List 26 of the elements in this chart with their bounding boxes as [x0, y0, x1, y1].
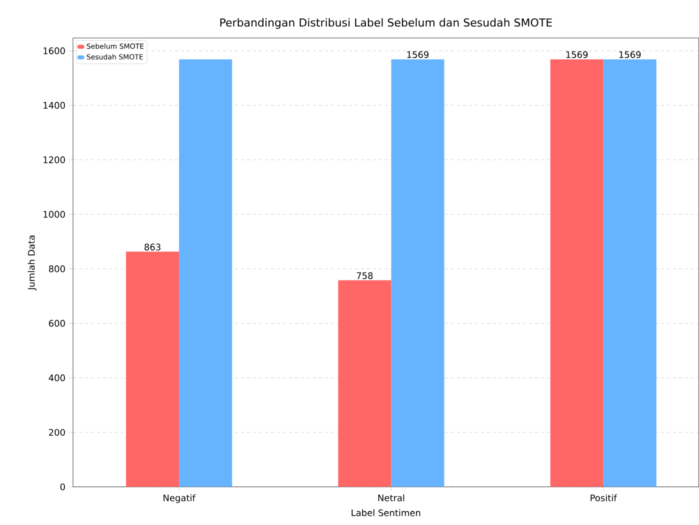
- y-tick-label: 1000: [44, 210, 65, 218]
- data-label: 1569: [566, 51, 588, 58]
- y-tick-label: 800: [48, 266, 65, 272]
- y-tick-label: 1200: [44, 156, 65, 164]
- x-axis-title: Label Sentimen: [352, 509, 420, 516]
- bar: [338, 280, 392, 487]
- chart-title: Perbandingan Distribusi Label Sebelum dan Sesudah SMOTE: [220, 18, 552, 29]
- data-label: 758: [356, 272, 373, 280]
- y-tick-label: 600: [48, 320, 65, 327]
- x-tick-label: Positif: [590, 494, 618, 502]
- bar: [126, 252, 180, 487]
- y-tick-label: 400: [48, 374, 65, 382]
- y-tick-label: 0: [60, 484, 65, 490]
- y-axis-title: Jumlah Data: [28, 236, 36, 291]
- bar: [603, 59, 656, 487]
- x-tick-label: Netral: [378, 494, 404, 502]
- y-tick-label: 1600: [44, 47, 65, 54]
- data-label: 863: [144, 244, 160, 251]
- x-tick-label: Negatif: [164, 494, 196, 504]
- y-tick-label: 200: [49, 429, 65, 436]
- bar: [550, 59, 604, 487]
- bar: [179, 59, 232, 487]
- bar: [391, 59, 444, 487]
- data-label: 1569: [407, 51, 429, 58]
- data-label: 1569: [619, 51, 641, 58]
- y-tick-label: 1400: [44, 102, 65, 109]
